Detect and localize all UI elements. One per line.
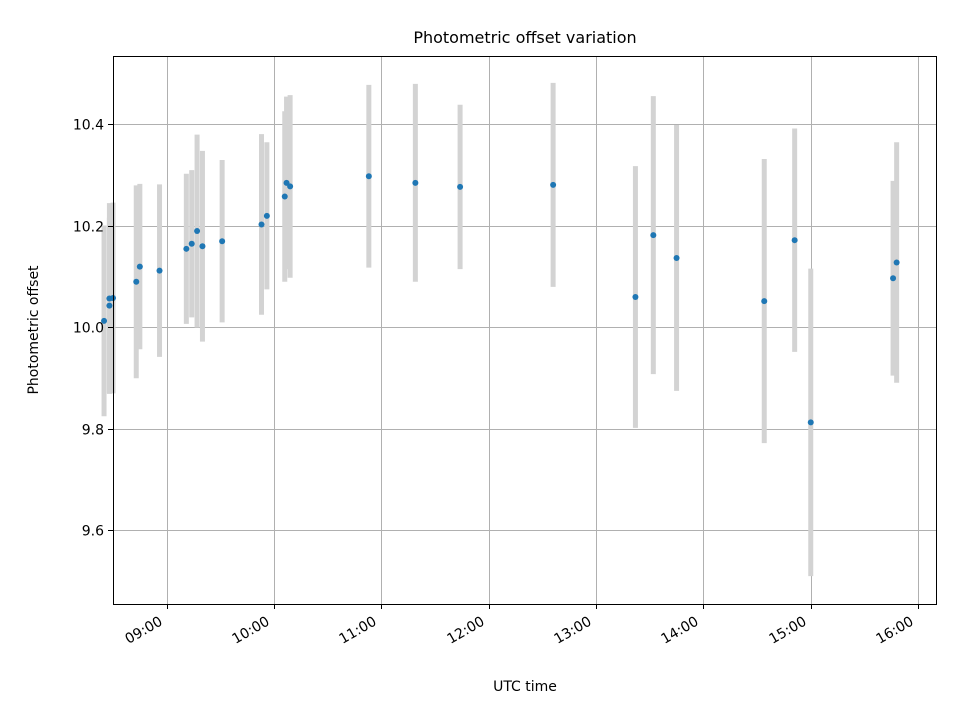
data-point [219,238,226,245]
x-axis-label: UTC time [493,679,557,695]
y-tick-label: 10.2 [73,220,104,236]
data-points [101,173,900,426]
data-point [133,278,140,285]
grid [113,56,936,604]
y-axis-label: Photometric offset [26,265,42,395]
x-tick-label: 12:00 [445,614,488,648]
data-point [281,193,288,200]
x-tick-label: 16:00 [874,614,917,648]
y-tick-label: 10.0 [73,321,104,337]
data-point [650,232,657,239]
data-point [412,179,419,186]
x-tick-label: 14:00 [659,614,702,648]
errorbars [101,82,900,577]
data-point [183,245,190,252]
data-point [258,221,265,228]
plot-frame [113,56,937,605]
data-point [893,259,900,266]
x-tick-label: 10:00 [230,614,273,648]
y-tick-label: 10.4 [73,118,104,134]
y-tick-label: 9.6 [82,524,104,540]
y-tick-label: 9.8 [82,423,104,439]
x-axis-ticks: 09:00 10:00 11:00 12:00 13:00 14:00 15:00 16:00 [123,604,919,648]
data-point [890,275,897,282]
data-point [194,228,201,235]
data-point [136,263,143,270]
data-point [365,173,372,180]
data-point [550,181,557,188]
x-tick-label: 11:00 [337,614,380,648]
x-tick-label: 09:00 [123,614,166,648]
data-point [287,183,294,190]
data-point [101,317,108,324]
data-point [106,302,113,309]
data-point [156,267,163,274]
x-tick-label: 13:00 [552,614,595,648]
data-point [673,254,680,261]
data-point [457,183,464,190]
y-axis-ticks: 9.6 9.8 10.0 10.2 10.4 [73,118,113,540]
data-point [188,240,195,247]
data-point [632,294,639,301]
x-tick-label: 15:00 [767,614,810,648]
data-point [761,298,768,305]
data-point [791,237,798,244]
chart-title: Photometric offset variation [413,28,636,47]
data-point [807,419,814,426]
data-point [263,212,270,219]
data-point [199,243,206,250]
